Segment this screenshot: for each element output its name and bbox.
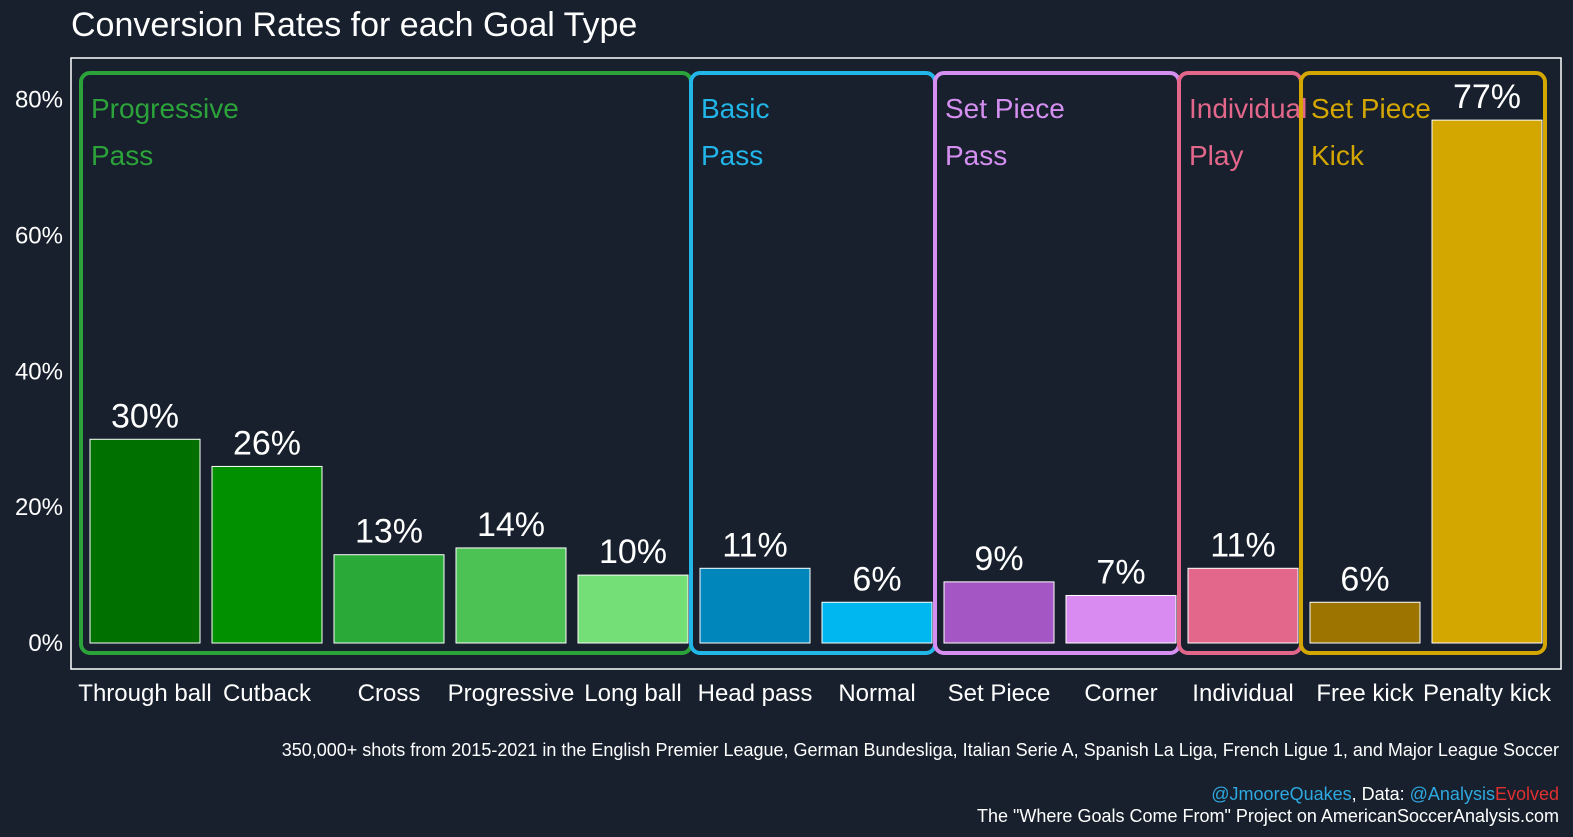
bars [89, 119, 1543, 644]
x-tick-label: Long ball [584, 680, 681, 707]
group-label: Pass [945, 140, 1007, 171]
group-label: Basic [701, 93, 769, 124]
value-label: 10% [599, 533, 667, 571]
value-label: 6% [1340, 560, 1389, 598]
bar [821, 601, 933, 644]
group-box [1299, 71, 1547, 655]
bar [943, 581, 1055, 644]
value-label: 7% [1096, 553, 1145, 591]
bar [577, 574, 689, 644]
y-tick-label: 60% [15, 223, 63, 250]
credit-line: @JmooreQuakes, Data: @AnalysisEvolved [1211, 784, 1559, 804]
y-axis: 0% 20% 40% 60% 80% [15, 87, 63, 657]
x-tick-label: Through ball [78, 680, 211, 707]
x-tick-label: Free kick [1316, 680, 1414, 707]
data-handle-analysis: @Analysis [1410, 784, 1495, 804]
group-boxes: Progressive Pass Basic Pass Set Piece Pass Ind… [79, 71, 1547, 655]
group-label: Individual [1189, 93, 1307, 124]
bar [211, 465, 323, 644]
group-label: Set Piece [1311, 93, 1431, 124]
x-tick-label: Cross [358, 680, 421, 707]
project-line: The "Where Goals Come From" Project on A… [977, 806, 1559, 826]
x-tick-label: Set Piece [948, 680, 1051, 707]
bar [1065, 594, 1177, 644]
data-handle-evolved: Evolved [1495, 784, 1559, 804]
bar [1187, 567, 1299, 644]
group-label: Set Piece [945, 93, 1065, 124]
chart-title: Conversion Rates for each Goal Type [71, 6, 637, 44]
group-label: Progressive [91, 93, 239, 124]
group-label: Pass [701, 140, 763, 171]
x-tick-label: Progressive [448, 680, 575, 707]
group-label: Pass [91, 140, 153, 171]
group-label: Kick [1311, 140, 1365, 171]
value-label: 6% [852, 560, 901, 598]
value-label: 11% [722, 526, 788, 564]
data-prefix: , Data: [1352, 784, 1410, 804]
value-label: 14% [477, 506, 545, 544]
value-labels: 30% 26% 13% 14% 10% 11% 6% 9% 7% 11% 6% 77% [111, 78, 1521, 598]
plot-area-frame [70, 57, 1562, 670]
author-handle: @JmooreQuakes [1211, 784, 1351, 804]
value-label: 11% [1210, 526, 1276, 564]
bar [1309, 601, 1421, 644]
value-label: 77% [1453, 78, 1521, 116]
x-axis: Through ball Cutback Cross Progressive Long … [78, 680, 1552, 707]
x-tick-label: Penalty kick [1423, 680, 1552, 707]
bar [333, 554, 445, 644]
x-tick-label: Normal [838, 680, 915, 707]
x-tick-label: Cutback [223, 680, 312, 707]
source-note: 350,000+ shots from 2015-2021 in the Eng… [282, 740, 1559, 760]
bar [1431, 119, 1543, 644]
value-label: 30% [111, 397, 179, 435]
x-tick-label: Head pass [698, 680, 813, 707]
group-label: Play [1189, 140, 1243, 171]
y-tick-label: 20% [15, 494, 63, 521]
x-tick-label: Corner [1084, 680, 1157, 707]
bar [455, 547, 567, 644]
value-label: 26% [233, 424, 301, 462]
y-tick-label: 0% [28, 630, 63, 657]
bar [89, 438, 201, 644]
y-tick-label: 40% [15, 358, 63, 385]
x-tick-label: Individual [1192, 680, 1293, 707]
bar [699, 567, 811, 644]
value-label: 9% [974, 540, 1023, 578]
value-label: 13% [355, 513, 423, 551]
y-tick-label: 80% [15, 87, 63, 114]
